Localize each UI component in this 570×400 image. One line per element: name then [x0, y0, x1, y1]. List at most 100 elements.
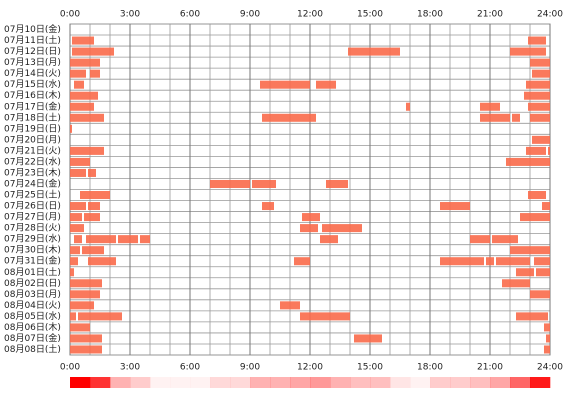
row-label: 07月15日(水) [4, 78, 61, 90]
activity-bar [70, 168, 86, 177]
density-cell [410, 377, 431, 388]
density-cell [70, 377, 91, 388]
activity-bar [300, 224, 318, 233]
x-tick-label-bottom: 18:00 [417, 363, 443, 373]
activity-bar [548, 146, 550, 155]
density-cell [110, 377, 131, 388]
activity-bar [544, 345, 550, 354]
activity-bar [524, 91, 550, 100]
activity-bar [530, 58, 550, 67]
activity-bar [302, 213, 320, 222]
density-cell [530, 377, 551, 388]
x-tick-label-bottom: 21:00 [477, 363, 503, 373]
density-cell [430, 377, 451, 388]
activity-bar [70, 146, 104, 155]
density-cell [330, 377, 351, 388]
activity-bar [86, 235, 116, 244]
density-cell [310, 377, 331, 388]
activity-bar [516, 268, 534, 277]
activity-bar [82, 246, 104, 255]
row-label: 07月23日(木) [4, 166, 61, 178]
activity-bar [74, 235, 82, 244]
activity-bar [526, 80, 550, 89]
row-label: 08月06日(木) [4, 321, 61, 333]
activity-bar [496, 257, 530, 266]
density-cell [150, 377, 171, 388]
row-label: 07月12日(日) [4, 46, 61, 57]
row-label: 07月19日(日) [4, 123, 61, 134]
x-tick-label-top: 0:00 [60, 10, 80, 20]
activity-bar [512, 113, 520, 122]
x-tick-label-bottom: 15:00 [357, 363, 383, 373]
activity-bar [506, 157, 550, 166]
activity-bar [546, 334, 550, 343]
activity-bar [88, 168, 96, 177]
activity-bar [528, 36, 546, 45]
x-tick-label-top: 24:00 [537, 10, 563, 20]
activity-bar [530, 113, 550, 122]
activity-bar [90, 69, 100, 78]
row-label: 07月22日(水) [4, 155, 61, 167]
activity-bar [70, 224, 84, 233]
row-label: 07月26日(日) [4, 201, 61, 212]
row-label: 07月21日(火) [4, 145, 61, 156]
activity-bar [502, 279, 530, 288]
activity-bar [480, 113, 510, 122]
density-cell [390, 377, 411, 388]
density-cell [290, 377, 311, 388]
density-cell [450, 377, 471, 388]
activity-bar [70, 345, 102, 354]
activity-bar [70, 246, 80, 255]
x-tick-label-top: 18:00 [417, 10, 443, 20]
activity-bar [88, 202, 100, 211]
activity-bar [260, 80, 310, 89]
activity-bar [520, 213, 550, 222]
activity-bar [534, 257, 550, 266]
row-label: 07月27日(月) [4, 212, 61, 223]
activity-bar [72, 36, 94, 45]
row-label: 07月24日(金) [4, 177, 61, 189]
activity-bar [140, 235, 150, 244]
activity-bar [510, 246, 550, 255]
row-label: 08月03日(月) [4, 289, 61, 300]
activity-bar [406, 102, 410, 111]
x-tick-label-top: 12:00 [297, 10, 323, 20]
activity-bar [326, 179, 348, 188]
activity-bar [516, 312, 548, 321]
activity-bar [70, 124, 72, 133]
activity-bar [252, 179, 276, 188]
activity-bar [542, 202, 550, 211]
x-tick-label-top: 9:00 [240, 10, 260, 20]
activity-bar [532, 135, 550, 144]
activity-bar [530, 290, 550, 299]
activity-bar [528, 191, 546, 200]
x-tick-label-bottom: 6:00 [180, 363, 200, 373]
activity-bar [528, 102, 550, 111]
activity-bar [440, 202, 470, 211]
activity-bar [70, 334, 102, 343]
row-label: 08月08日(土) [4, 343, 61, 355]
density-cell [370, 377, 391, 388]
row-label: 07月18日(土) [4, 111, 61, 123]
activity-bar [70, 312, 76, 321]
row-label: 07月11日(土) [4, 34, 61, 46]
x-tick-label-bottom: 3:00 [120, 363, 140, 373]
row-label: 08月04日(火) [4, 300, 61, 311]
row-label: 08月07日(金) [4, 332, 61, 344]
density-cell [190, 377, 211, 388]
density-cell [230, 377, 251, 388]
activity-bar [84, 213, 100, 222]
row-label: 08月05日(水) [4, 310, 61, 322]
activity-bar [70, 301, 94, 310]
x-tick-label-bottom: 0:00 [60, 363, 80, 373]
activity-bar [440, 257, 484, 266]
activity-bar [322, 224, 362, 233]
activity-bar [480, 102, 500, 111]
activity-bar [316, 80, 336, 89]
activity-bar [354, 334, 382, 343]
activity-bar [544, 323, 550, 332]
activity-bar [70, 202, 86, 211]
activity-bar [320, 235, 338, 244]
activity-bar [70, 257, 78, 266]
